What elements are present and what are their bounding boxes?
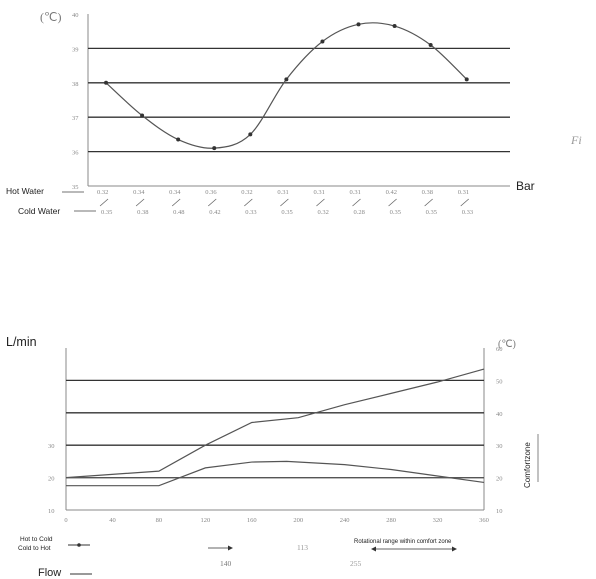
annotation-value-140: 140 (220, 559, 232, 568)
chart1-data-point (428, 42, 433, 47)
chart1-y-tick-label: 35 (72, 184, 79, 191)
chart2-right-unit: (℃) (498, 339, 516, 350)
chart1-y-tick-label: 36 (72, 150, 79, 157)
chart1-data-point (140, 113, 145, 118)
chart2-x-tick-label: 200 (293, 517, 303, 524)
chart1-data-point (464, 77, 469, 82)
cold-water-label: Cold Water (18, 206, 60, 216)
cold-water-pressure-label: 0.42 (209, 209, 220, 216)
pressure-link-line (244, 198, 253, 207)
rotational-range-arrowhead-right (452, 546, 457, 552)
chart1-data-point (392, 24, 397, 29)
chart1-y-tick-label: 39 (72, 46, 79, 53)
cold-water-pressure-label: 0.33 (245, 209, 256, 216)
hot-water-label: Hot Water (6, 186, 44, 196)
flow-temperature-vs-rotation-chart: 0 40 80 120 160 200 240 280 320 360 10 20 30 10 20 30… (6, 335, 539, 579)
chart1-data-point (320, 39, 325, 44)
chart2-x-tick-label: 160 (247, 517, 257, 524)
chart2-x-tick-label: 40 (109, 517, 116, 524)
annotation-arrowhead-140 (228, 545, 233, 551)
chart2-right-tick-label: 30 (496, 443, 503, 450)
chart2-rising-curve (65, 368, 485, 479)
annotation-value-113: 113 (297, 543, 308, 552)
cold-water-pressure-label: 0.35 (426, 209, 437, 216)
chart2-left-tick-label: 10 (48, 508, 55, 515)
cold-water-pressure-label: 0.35 (281, 209, 292, 216)
legend-direction-dot (77, 543, 81, 547)
pressure-link-line (352, 198, 361, 207)
figure-label: Fi (570, 133, 582, 147)
hot-water-pressure-label: 0.31 (313, 189, 324, 196)
temperature-vs-pressure-chart: 35 36 37 38 39 40 (℃) Bar Hot Water Cold Wate… (6, 10, 535, 216)
chart2-x-tick-label: 320 (433, 517, 443, 524)
cold-water-pressure-label: 0.35 (101, 209, 112, 216)
chart1-data-point (104, 80, 109, 85)
hot-water-pressure-label: 0.32 (241, 189, 252, 196)
chart2-x-tick-label: 280 (386, 517, 396, 524)
chart2-x-tick-label: 240 (340, 517, 350, 524)
hot-water-pressure-label: 0.34 (133, 189, 145, 196)
chart1-temperature-curve (105, 22, 468, 149)
chart1-y-tick-label: 37 (72, 115, 79, 122)
hot-water-pressure-label: 0.32 (97, 189, 108, 196)
cold-water-pressure-label: 0.48 (173, 209, 184, 216)
legend-cold-to-hot: Cold to Hot (18, 545, 51, 552)
chart2-right-tick-label: 60 (496, 346, 503, 353)
chart2-x-tick-label: 0 (64, 517, 67, 524)
chart1-y-unit: (℃) (40, 10, 61, 24)
pressure-link-line (316, 198, 325, 207)
chart1-data-point (248, 132, 253, 137)
hot-water-pressure-label: 0.31 (350, 189, 361, 196)
chart2-right-tick-label: 40 (496, 411, 503, 418)
hot-water-pressure-label: 0.31 (458, 189, 469, 196)
hot-water-pressure-label: 0.36 (205, 189, 217, 196)
rotational-range-arrowhead-left (371, 546, 376, 552)
pressure-link-line (280, 198, 289, 207)
cold-water-pressure-label: 0.32 (317, 209, 328, 216)
hot-water-pressure-label: 0.34 (169, 189, 181, 196)
comfort-zone-label: Comfortzone (523, 442, 532, 488)
legend-flow: Flow (38, 567, 61, 579)
cold-water-pressure-label: 0.28 (354, 209, 365, 216)
chart1-y-tick-label: 38 (72, 81, 79, 88)
cold-water-pressure-label: 0.35 (390, 209, 401, 216)
cold-water-pressure-label: 0.33 (462, 209, 473, 216)
chart2-right-tick-label: 20 (496, 476, 503, 483)
rotational-range-label: Rotational range within comfort zone (354, 539, 452, 545)
pressure-link-line (388, 198, 397, 207)
chart1-data-point (284, 77, 289, 82)
hot-water-pressure-label: 0.31 (277, 189, 288, 196)
legend-hot-to-cold: Hot to Cold (20, 536, 53, 543)
pressure-link-line (171, 198, 181, 207)
hot-water-pressure-label: 0.42 (386, 189, 397, 196)
chart1-x-unit: Bar (516, 179, 535, 193)
pressure-link-line (207, 198, 217, 207)
chart2-left-unit: L/min (6, 335, 37, 349)
chart2-x-tick-label: 360 (479, 517, 489, 524)
chart2-x-tick-label: 120 (200, 517, 210, 524)
chart2-hump-curve (66, 460, 485, 487)
chart2-right-tick-label: 10 (496, 508, 503, 515)
pressure-link-line (424, 198, 433, 207)
chart1-data-point (176, 137, 181, 142)
annotation-value-255: 255 (350, 559, 362, 568)
chart2-x-tick-label: 80 (156, 517, 163, 524)
chart1-data-point (356, 22, 361, 27)
chart1-y-tick-label: 40 (72, 12, 79, 19)
pressure-link-line (99, 198, 109, 207)
hot-water-pressure-label: 0.38 (422, 189, 433, 196)
cold-water-pressure-label: 0.38 (137, 209, 148, 216)
pressure-link-line (460, 198, 469, 207)
pressure-link-line (135, 198, 145, 207)
chart2-left-tick-label: 20 (48, 476, 55, 483)
chart2-right-tick-label: 50 (496, 378, 503, 385)
chart1-data-point (212, 146, 217, 151)
chart2-left-tick-label: 30 (48, 443, 55, 450)
